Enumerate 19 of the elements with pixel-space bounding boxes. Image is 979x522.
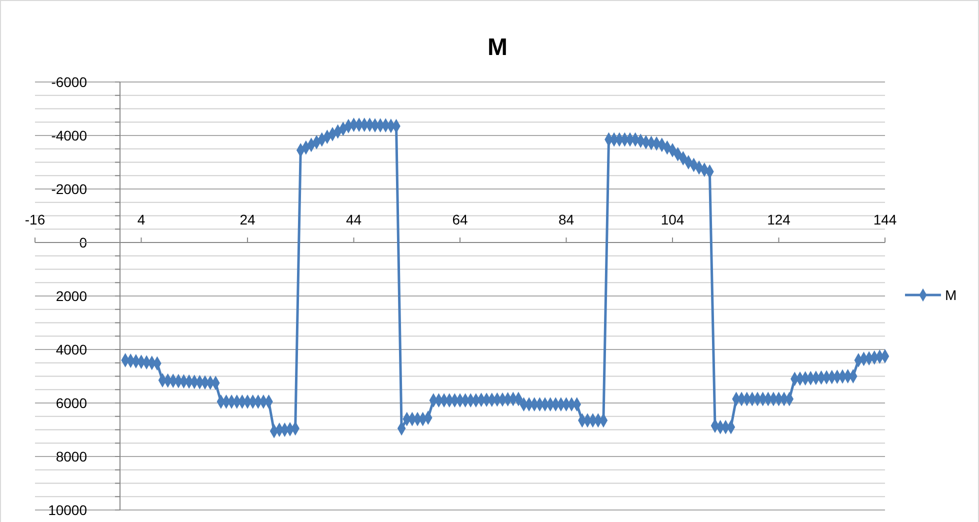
x-tick-label: 64: [452, 212, 468, 228]
x-tick-label: 4: [137, 212, 146, 228]
chart-title: M: [488, 34, 508, 61]
legend-label: M: [945, 287, 957, 303]
y-tick-label: -4000: [51, 128, 88, 144]
y-tick-label: 8000: [56, 448, 88, 464]
x-tick-label: 124: [767, 212, 791, 228]
y-tick-label: -6000: [51, 74, 88, 90]
x-tick-label: 84: [558, 212, 574, 228]
x-tick-label: 144: [873, 212, 897, 228]
y-tick-label: 4000: [56, 342, 88, 358]
y-tick-label: 10000: [48, 502, 88, 518]
x-tick-label: 104: [660, 212, 684, 228]
x-tick-label: 24: [240, 212, 256, 228]
x-tick-label: 44: [346, 212, 362, 228]
y-tick-label: 2000: [56, 288, 88, 304]
y-tick-label: 6000: [56, 395, 88, 411]
y-tick-label: -2000: [51, 181, 88, 197]
x-tick-label: -16: [24, 212, 46, 228]
